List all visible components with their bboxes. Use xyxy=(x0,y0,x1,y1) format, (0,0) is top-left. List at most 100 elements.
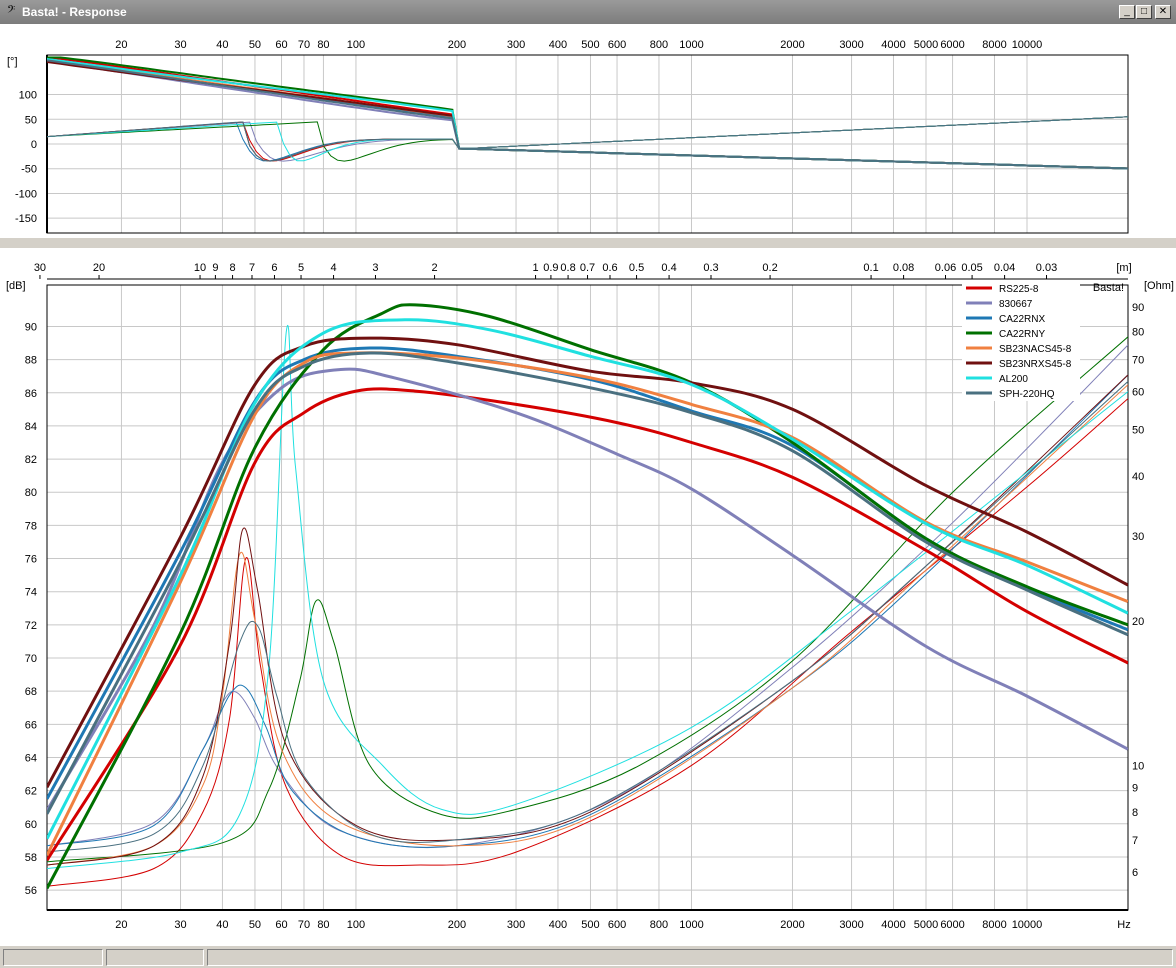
spl-x-tick-label: 4000 xyxy=(881,919,905,931)
phase-x-tick-label: 100 xyxy=(347,39,365,51)
phase-x-tick-label: 600 xyxy=(608,39,626,51)
phase-y-tick-label: 50 xyxy=(25,114,37,126)
impedance-y-tick-label: 80 xyxy=(1132,327,1144,339)
wavelength-tick-label: 0.06 xyxy=(935,262,956,274)
spl-line-SB23NRXS45-8 xyxy=(47,336,1128,789)
impedance-y-tick-label: 20 xyxy=(1132,616,1144,628)
impedance-line-SPH-220HQ xyxy=(47,381,1128,853)
phase-x-tick-label: 6000 xyxy=(940,39,964,51)
impedance-y-tick-label: 60 xyxy=(1132,387,1144,399)
spl-y-tick-label: 56 xyxy=(25,885,37,897)
legend-label-SB23NRXS45-8: SB23NRXS45-8 xyxy=(999,359,1072,370)
impedance-line-CA22RNX xyxy=(47,374,1128,848)
phase-x-tick-label: 8000 xyxy=(982,39,1006,51)
spl-x-tick-label: 500 xyxy=(581,919,599,931)
legend: RS225-8 830667 CA22RNX CA22RNY SB23NACS45-8 S… xyxy=(962,281,1080,401)
phase-y-tick-label: 100 xyxy=(19,90,37,102)
phase-x-tick-label: 60 xyxy=(275,39,287,51)
wavelength-tick-label: 9 xyxy=(212,262,218,274)
phase-y-tick-label: -150 xyxy=(15,213,37,225)
wavelength-tick-label: 6 xyxy=(271,262,277,274)
impedance-y-tick-label: 40 xyxy=(1132,471,1144,483)
phase-y-tick-label: 0 xyxy=(31,139,37,151)
spl-x-tick-label: 6000 xyxy=(940,919,964,931)
spl-x-tick-label: 100 xyxy=(347,919,365,931)
spl-y-tick-label: 82 xyxy=(25,454,37,466)
impedance-y-tick-label: 6 xyxy=(1132,867,1138,879)
phase-series-group xyxy=(47,56,1128,170)
status-bar xyxy=(0,946,1176,968)
maximize-button[interactable]: □ xyxy=(1136,5,1152,19)
spl-y-tick-label: 60 xyxy=(25,819,37,831)
wavelength-tick-label: 0.08 xyxy=(893,262,914,274)
wavelength-tick-label: 0.6 xyxy=(602,262,617,274)
close-button[interactable]: ✕ xyxy=(1155,5,1171,19)
phase-x-tick-label: 200 xyxy=(448,39,466,51)
phase-line-SPH-220HQ xyxy=(47,59,1128,170)
spl-line-CA22RNY xyxy=(47,303,1128,890)
phase-x-tick-label: 5000 xyxy=(914,39,938,51)
spl-y-tick-label: 68 xyxy=(25,686,37,698)
phase-x-tick-label: 2000 xyxy=(780,39,804,51)
wavelength-tick-label: 0.5 xyxy=(629,262,644,274)
spl-x-tick-label: 5000 xyxy=(914,919,938,931)
spl-line-RS225-8 xyxy=(47,387,1128,862)
spl-y-tick-label: 86 xyxy=(25,388,37,400)
spl-x-tick-label: 400 xyxy=(549,919,567,931)
impedance-y-tick-label: 30 xyxy=(1132,531,1144,543)
wavelength-tick-label: 0.7 xyxy=(580,262,595,274)
impedance-phase-line-SPH-220HQ xyxy=(47,116,1128,162)
wavelength-axis-label: [m] xyxy=(1116,262,1131,274)
watermark: Basta! xyxy=(1093,282,1124,294)
impedance-y-tick-label: 90 xyxy=(1132,302,1144,314)
spl-x-tick-label: 50 xyxy=(249,919,261,931)
spl-y-tick-label: 72 xyxy=(25,620,37,632)
legend-label-RS225-8: RS225-8 xyxy=(999,284,1039,295)
wavelength-tick-label: 3 xyxy=(372,262,378,274)
spl-y-tick-label: 80 xyxy=(25,487,37,499)
minimize-button[interactable]: _ xyxy=(1119,5,1135,19)
phase-x-tick-label: 50 xyxy=(249,39,261,51)
wavelength-tick-label: 1 xyxy=(532,262,538,274)
phase-panel-bg xyxy=(0,24,1176,238)
spl-x-tick-label: 300 xyxy=(507,919,525,931)
impedance-y-axis-label: [Ohm] xyxy=(1144,280,1174,292)
wavelength-tick-label: 0.2 xyxy=(762,262,777,274)
phase-x-tick-label: 800 xyxy=(650,39,668,51)
legend-label-830667: 830667 xyxy=(999,299,1033,310)
phase-x-tick-label: 80 xyxy=(317,39,329,51)
spl-y-tick-label: 58 xyxy=(25,852,37,864)
phase-x-tick-label: 30 xyxy=(174,39,186,51)
title-bar: 𝄢 Basta! - Response _ □ ✕ xyxy=(0,0,1176,24)
wavelength-tick-label: 0.9 xyxy=(543,262,558,274)
phase-y-tick-label: -50 xyxy=(21,164,37,176)
impedance-y-tick-label: 70 xyxy=(1132,354,1144,366)
spl-y-tick-label: 74 xyxy=(25,587,37,599)
spl-x-tick-label: 600 xyxy=(608,919,626,931)
spl-x-tick-label: 1000 xyxy=(679,919,703,931)
legend-box xyxy=(962,281,1080,401)
legend-label-SPH-220HQ: SPH-220HQ xyxy=(999,389,1055,400)
spl-line-SPH-220HQ xyxy=(47,351,1128,815)
spl-y-tick-label: 64 xyxy=(25,752,37,764)
phase-y-tick-label: -100 xyxy=(15,188,37,200)
status-panel-2 xyxy=(106,949,204,966)
impedance-y-tick-label: 7 xyxy=(1132,835,1138,847)
phase-y-axis-label: [°] xyxy=(7,56,18,68)
spl-x-tick-label: 60 xyxy=(275,919,287,931)
wavelength-tick-label: 4 xyxy=(330,262,336,274)
wavelength-tick-label: 0.3 xyxy=(703,262,718,274)
phase-x-tick-label: 20 xyxy=(115,39,127,51)
spl-y-tick-label: 88 xyxy=(25,355,37,367)
legend-label-AL200: AL200 xyxy=(999,374,1028,385)
spl-series-group xyxy=(47,303,1128,890)
phase-x-tick-label: 40 xyxy=(216,39,228,51)
spl-line-AL200 xyxy=(47,318,1128,840)
wavelength-tick-label: 0.4 xyxy=(661,262,676,274)
status-panel-1 xyxy=(3,949,103,966)
speaker-icon[interactable]: 𝄢 xyxy=(6,3,16,18)
impedance-line-CA22RNY xyxy=(47,336,1128,863)
spl-y-tick-label: 66 xyxy=(25,719,37,731)
spl-x-tick-label: 200 xyxy=(448,919,466,931)
